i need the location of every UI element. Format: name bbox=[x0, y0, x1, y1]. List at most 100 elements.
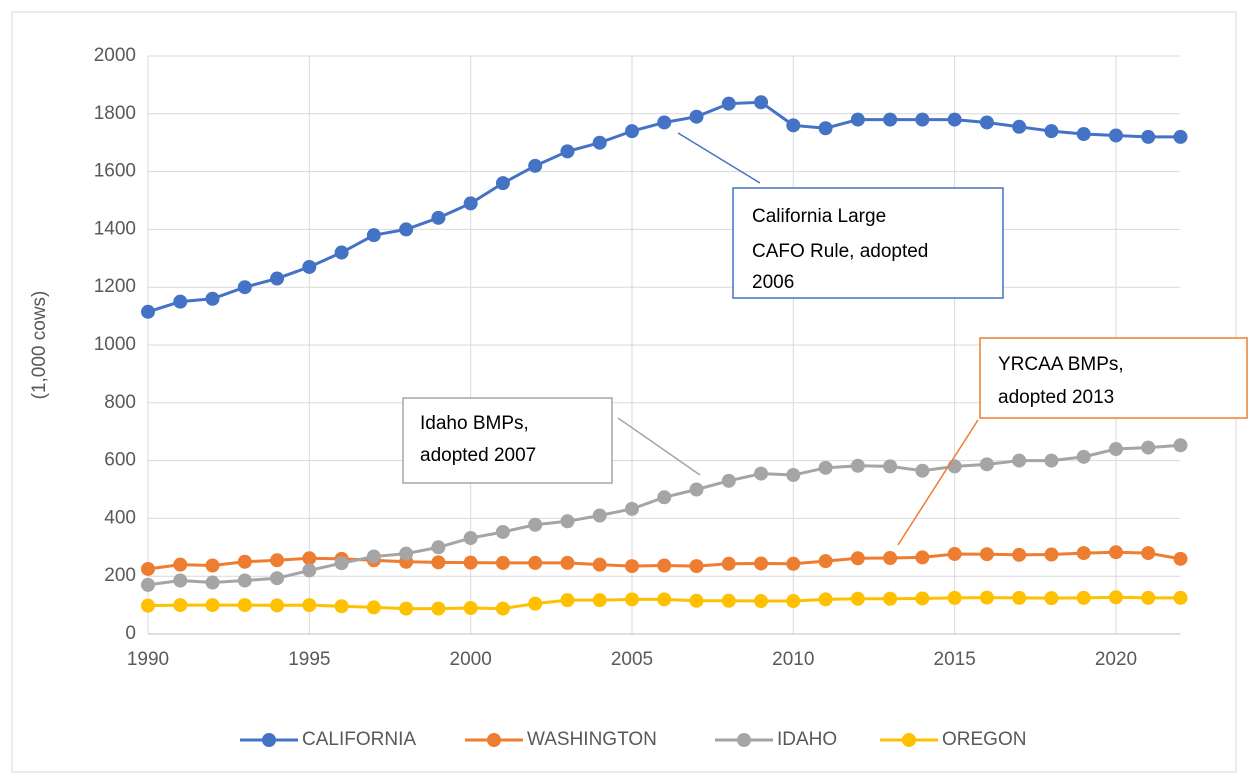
data-point bbox=[1173, 590, 1188, 605]
data-point bbox=[721, 473, 736, 488]
x-tick-label: 2010 bbox=[772, 649, 814, 670]
data-point bbox=[915, 550, 930, 565]
data-point bbox=[495, 601, 510, 616]
legend-label: CALIFORNIA bbox=[302, 729, 416, 750]
data-point bbox=[1108, 545, 1123, 560]
data-point bbox=[786, 556, 801, 571]
data-point bbox=[786, 118, 801, 133]
data-point bbox=[1108, 590, 1123, 605]
data-point bbox=[270, 571, 285, 586]
data-point bbox=[754, 95, 769, 110]
data-point bbox=[850, 458, 865, 473]
x-tick-label: 1995 bbox=[288, 649, 330, 670]
annotation-text: adopted 2007 bbox=[420, 445, 536, 466]
data-point bbox=[237, 573, 252, 588]
data-point bbox=[528, 158, 543, 173]
data-point bbox=[1108, 442, 1123, 457]
data-point bbox=[528, 596, 543, 611]
data-point bbox=[592, 593, 607, 608]
data-point bbox=[1044, 453, 1059, 468]
data-point bbox=[850, 551, 865, 566]
data-point bbox=[270, 553, 285, 568]
data-point bbox=[302, 259, 317, 274]
data-point bbox=[334, 556, 349, 571]
data-point bbox=[431, 210, 446, 225]
data-point bbox=[1108, 128, 1123, 143]
data-point bbox=[431, 555, 446, 570]
y-tick-label: 600 bbox=[104, 450, 136, 471]
data-point bbox=[560, 514, 575, 529]
annotation-text: 2006 bbox=[752, 272, 794, 293]
annotation-leader bbox=[677, 132, 761, 184]
data-point bbox=[495, 555, 510, 570]
y-tick-label: 0 bbox=[125, 623, 136, 644]
data-point bbox=[786, 594, 801, 609]
data-point bbox=[302, 551, 317, 566]
data-point bbox=[399, 546, 414, 561]
legend-marker bbox=[487, 733, 501, 747]
data-point bbox=[883, 459, 898, 474]
data-point bbox=[205, 575, 220, 590]
data-point bbox=[173, 573, 188, 588]
data-point bbox=[1044, 124, 1059, 139]
legend-marker bbox=[902, 733, 916, 747]
data-point bbox=[270, 598, 285, 613]
data-point bbox=[754, 594, 769, 609]
data-point bbox=[1141, 546, 1156, 561]
legend-label: IDAHO bbox=[777, 729, 837, 750]
data-point bbox=[1012, 119, 1027, 134]
data-point bbox=[302, 598, 317, 613]
data-point bbox=[560, 593, 575, 608]
data-point bbox=[334, 599, 349, 614]
data-point bbox=[141, 561, 155, 576]
data-point bbox=[657, 490, 672, 505]
data-point bbox=[689, 482, 704, 497]
data-point bbox=[624, 501, 639, 516]
data-point bbox=[592, 508, 607, 523]
data-point bbox=[528, 517, 543, 532]
data-point bbox=[334, 245, 349, 260]
x-tick-label: 2005 bbox=[611, 649, 653, 670]
data-point bbox=[1141, 440, 1156, 455]
data-point bbox=[1012, 590, 1027, 605]
data-point bbox=[1012, 453, 1027, 468]
x-tick-label: 2020 bbox=[1095, 649, 1137, 670]
y-tick-label: 1000 bbox=[94, 334, 136, 355]
data-point bbox=[818, 554, 833, 569]
annotation-text: California Large bbox=[752, 206, 886, 227]
data-point bbox=[463, 600, 478, 615]
data-point bbox=[141, 577, 155, 592]
data-point bbox=[560, 555, 575, 570]
data-point bbox=[786, 468, 801, 483]
y-tick-label: 2000 bbox=[94, 45, 136, 66]
data-point bbox=[431, 540, 446, 555]
y-tick-label: 1600 bbox=[94, 161, 136, 182]
data-point bbox=[947, 590, 962, 605]
data-point bbox=[463, 196, 478, 211]
data-point bbox=[1173, 438, 1188, 453]
data-point bbox=[915, 112, 930, 127]
data-point bbox=[1012, 547, 1027, 562]
data-point bbox=[399, 222, 414, 237]
y-tick-label: 800 bbox=[104, 392, 136, 413]
data-point bbox=[205, 558, 220, 573]
data-point bbox=[947, 459, 962, 474]
data-point bbox=[1173, 551, 1188, 566]
annotation-box bbox=[732, 187, 1004, 299]
data-point bbox=[302, 563, 317, 578]
data-point bbox=[850, 591, 865, 606]
data-point bbox=[883, 112, 898, 127]
data-point bbox=[689, 593, 704, 608]
data-point bbox=[366, 228, 381, 243]
y-axis-label: (1,000 cows) bbox=[29, 291, 50, 400]
data-point bbox=[1076, 127, 1091, 142]
x-tick-label: 2015 bbox=[934, 649, 976, 670]
data-point bbox=[399, 601, 414, 616]
data-point bbox=[947, 112, 962, 127]
legend-marker bbox=[262, 733, 276, 747]
data-point bbox=[173, 598, 188, 613]
data-point bbox=[818, 460, 833, 475]
data-point bbox=[1044, 591, 1059, 606]
